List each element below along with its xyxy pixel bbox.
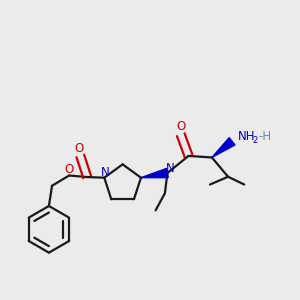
Text: O: O	[74, 142, 83, 154]
Text: N: N	[166, 161, 175, 175]
Text: N: N	[100, 166, 109, 178]
Text: NH: NH	[238, 130, 255, 143]
Text: -H: -H	[259, 130, 272, 143]
Polygon shape	[212, 138, 235, 158]
Text: 2: 2	[252, 136, 257, 145]
Text: O: O	[64, 164, 74, 176]
Polygon shape	[141, 168, 168, 178]
Text: O: O	[176, 120, 185, 133]
